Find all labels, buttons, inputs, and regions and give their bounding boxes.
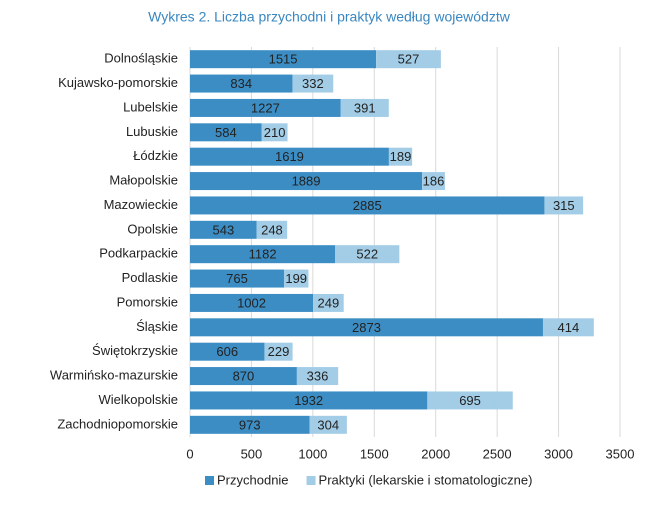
x-tick-label: 3000 — [544, 446, 573, 461]
bar-segment — [190, 147, 389, 166]
data-label: 1182 — [249, 247, 277, 262]
y-tick-label: Mazowieckie — [104, 197, 178, 212]
data-label: 1889 — [292, 174, 321, 189]
y-tick-label: Dolnośląskie — [104, 51, 178, 66]
y-tick-label: Świętokrzyskie — [92, 343, 178, 358]
data-label: 2873 — [352, 320, 381, 335]
bar-segment — [261, 123, 288, 142]
data-label: 606 — [216, 344, 238, 359]
bar-segment — [190, 245, 336, 264]
data-label: 1932 — [294, 393, 323, 408]
chart-title: Wykres 2. Liczba przychodni i praktyk we… — [148, 9, 511, 25]
x-tick-label: 500 — [241, 446, 263, 461]
data-label: 199 — [285, 271, 307, 286]
legend-marker — [306, 476, 316, 485]
bar-segment — [190, 269, 284, 288]
data-label: 1515 — [269, 52, 298, 67]
bar-segment — [190, 98, 341, 117]
data-label: 391 — [354, 100, 376, 115]
bar-segment — [256, 220, 288, 239]
data-label: 834 — [230, 76, 252, 91]
x-tick-label: 1500 — [360, 446, 389, 461]
bar-segment — [292, 74, 334, 93]
data-label: 870 — [233, 369, 255, 384]
data-label: 973 — [239, 417, 261, 432]
data-label: 414 — [558, 320, 580, 335]
bar-segment — [309, 415, 347, 434]
bar-segment — [544, 196, 584, 215]
data-label: 229 — [268, 344, 290, 359]
y-tick-label: Kujawsko-pomorskie — [58, 75, 178, 90]
y-tick-label: Śląskie — [136, 319, 178, 334]
y-tick-label: Podkarpackie — [99, 246, 178, 261]
data-label: 584 — [215, 125, 237, 140]
data-label: 765 — [226, 271, 248, 286]
data-label: 527 — [398, 52, 420, 67]
y-tick-label: Opolskie — [127, 221, 178, 236]
bar-segment — [376, 50, 441, 69]
bar-segment — [296, 367, 339, 386]
bar-segment — [427, 391, 513, 410]
y-tick-label: Lubuskie — [126, 124, 178, 139]
data-label: 1002 — [237, 295, 266, 310]
data-label: 522 — [356, 247, 378, 262]
data-label: 248 — [261, 222, 283, 237]
bar-segment — [283, 269, 309, 288]
bar-segment — [190, 391, 428, 410]
x-tick-label: 0 — [186, 446, 193, 461]
bar-segment — [190, 74, 293, 93]
y-tick-label: Warmińsko-mazurskie — [50, 368, 178, 383]
y-tick-label: Zachodniopomorskie — [57, 416, 178, 431]
data-label: 1619 — [275, 149, 304, 164]
bar-segment — [190, 172, 423, 191]
data-label: 332 — [302, 76, 324, 91]
data-label: 543 — [213, 222, 235, 237]
data-label: 336 — [307, 369, 329, 384]
data-label: 249 — [318, 295, 340, 310]
bar-segment — [190, 50, 377, 69]
bar-segment — [542, 318, 594, 337]
bar-segment — [335, 245, 400, 264]
bar-segment — [313, 293, 344, 312]
data-label: 695 — [459, 393, 481, 408]
data-label: 186 — [423, 174, 445, 189]
data-label: 210 — [264, 125, 286, 140]
x-tick-label: 3500 — [606, 446, 635, 461]
bar-segment — [190, 318, 543, 337]
bar-segment — [388, 147, 413, 166]
data-label: 304 — [317, 417, 339, 432]
x-tick-label: 1000 — [298, 446, 327, 461]
data-label: 1227 — [251, 100, 280, 115]
y-tick-label: Lubelskie — [123, 99, 178, 114]
y-tick-label: Pomorskie — [117, 294, 178, 309]
bar-segment — [422, 172, 445, 191]
bar-segment — [264, 342, 293, 361]
data-label: 315 — [553, 198, 575, 213]
data-label: 189 — [390, 149, 412, 164]
bar-segment — [190, 293, 314, 312]
data-label: 2885 — [353, 198, 382, 213]
x-tick-label: 2500 — [483, 446, 512, 461]
legend-marker — [205, 476, 214, 485]
bar-segment — [190, 196, 545, 215]
y-tick-label: Wielkopolskie — [99, 392, 178, 407]
bar-segment — [190, 220, 257, 239]
bar-segment — [340, 98, 389, 117]
x-tick-label: 2000 — [421, 446, 450, 461]
legend-label: Przychodnie — [217, 472, 289, 487]
y-tick-label: Małopolskie — [109, 173, 178, 188]
bar-segment — [190, 415, 310, 434]
bar-segment — [190, 367, 297, 386]
bar-segment — [190, 123, 262, 142]
bar-segment — [190, 342, 265, 361]
y-tick-label: Łódzkie — [133, 148, 178, 163]
legend-label: Praktyki (lekarskie i stomatologiczne) — [319, 472, 533, 487]
y-tick-label: Podlaskie — [122, 270, 178, 285]
